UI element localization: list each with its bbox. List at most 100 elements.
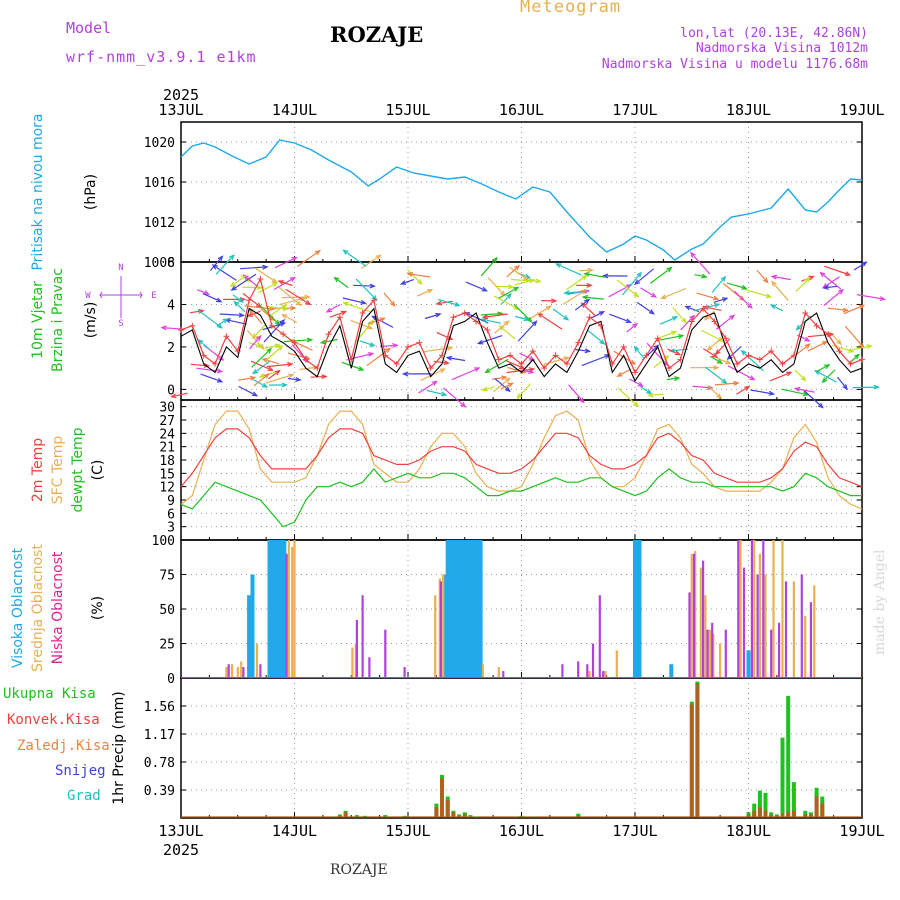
y-tick-label: 100 xyxy=(152,534,175,549)
wind-arrow xyxy=(310,375,327,378)
wind-arrow xyxy=(451,367,480,381)
wind-arrow xyxy=(795,387,815,393)
cloud-bar xyxy=(737,540,740,677)
wind-arrow xyxy=(609,313,631,323)
y-tick-label: 9 xyxy=(167,494,175,509)
wind-arrow xyxy=(209,256,223,271)
wind-arrow-head xyxy=(271,282,279,288)
cloud-bar xyxy=(368,657,371,677)
cloud-bar xyxy=(274,540,279,677)
wind-arrow-head xyxy=(599,339,606,345)
wind-arrow xyxy=(494,378,511,392)
y-tick-label: 0.39 xyxy=(144,784,175,799)
wind-arrow-head xyxy=(406,271,414,277)
wind-gust-marker xyxy=(405,343,411,350)
wind-arrow-head xyxy=(507,382,515,388)
wind-arrow-head xyxy=(325,307,333,313)
wind-arrow xyxy=(617,368,632,377)
wind-arrow-head xyxy=(516,393,523,400)
wind-arrow xyxy=(707,336,724,351)
precip-bar xyxy=(757,790,762,817)
y-tick-label: 1016 xyxy=(144,176,175,191)
wind-arrow-head xyxy=(666,266,673,273)
wind-arrow xyxy=(649,267,672,284)
cloud-bar xyxy=(291,546,294,677)
cloud-bar xyxy=(293,540,296,677)
wind-arrow-head xyxy=(749,375,756,381)
wind-arrow xyxy=(279,297,305,306)
wind-arrow-head xyxy=(583,298,591,305)
wind-arrow xyxy=(509,266,529,281)
wind-arrow xyxy=(465,281,487,292)
wind-arrow-head xyxy=(648,309,656,315)
wind-arrow-head xyxy=(528,369,535,374)
wind-arrow-head xyxy=(474,367,481,373)
wind-arrow xyxy=(492,376,507,380)
wind-gust-marker xyxy=(507,352,514,359)
wind-arrow-head xyxy=(721,378,728,385)
wind-arrow-head xyxy=(369,283,376,289)
cloud-bar xyxy=(231,664,234,677)
wind-arrow xyxy=(171,392,188,398)
cloud-bar xyxy=(586,664,589,677)
wind-arrow-head xyxy=(246,312,254,317)
wind-arrow-head xyxy=(822,284,829,290)
wind-arrow-head xyxy=(785,371,793,377)
wind-arrow-head xyxy=(650,292,658,298)
wind-arrow-head xyxy=(746,302,753,309)
wind-arrow-head xyxy=(216,377,224,383)
wind-gust-marker xyxy=(654,335,661,342)
y-tick-label: 6 xyxy=(167,256,175,271)
cloud-bar xyxy=(442,574,445,677)
wind-arrow xyxy=(815,370,837,383)
wind-arrow-head xyxy=(586,282,593,288)
wind-arrow-head xyxy=(837,288,845,295)
wind-arrow xyxy=(482,386,495,391)
wind-arrow xyxy=(288,377,301,381)
wind-gust-marker xyxy=(302,356,309,363)
wind-arrow-head xyxy=(426,288,434,294)
wind-arrow-head xyxy=(684,305,691,311)
wind-arrow xyxy=(232,294,244,303)
wind-arrow-head xyxy=(866,344,873,350)
wind-arrow-head xyxy=(504,377,511,383)
wind-arrow-head xyxy=(853,353,860,360)
wind-gust-marker xyxy=(427,365,434,372)
wind-arrow xyxy=(581,302,597,317)
wind-arrow-head xyxy=(729,314,736,320)
wind-arrow-head xyxy=(228,254,235,261)
wind-arrow xyxy=(257,282,278,294)
wind-arrow-head xyxy=(217,255,224,262)
wind-arrow-head xyxy=(741,284,748,290)
wind-arrow xyxy=(856,294,885,300)
wind-arrow xyxy=(844,325,865,348)
wind-gust-marker xyxy=(597,322,604,329)
wind-arrow-head xyxy=(563,315,570,321)
precip-legend-label: Konvek.Kisa xyxy=(7,712,100,728)
wind-arrow xyxy=(680,315,695,331)
cloud-bar xyxy=(461,540,466,677)
wind-gust-marker xyxy=(688,318,695,325)
wind-arrow xyxy=(713,297,728,303)
y-tick-label: 12 xyxy=(159,481,175,496)
wind-arrow xyxy=(583,296,604,300)
y-axis-unit: 1hr Precip (mm) xyxy=(111,691,127,804)
wind-arrow-head xyxy=(713,365,720,371)
wind-arrow-head xyxy=(804,343,811,349)
wind-arrow-head xyxy=(528,355,536,361)
wind-arrow xyxy=(714,382,739,386)
wind-gust-marker xyxy=(393,360,400,367)
precip-bar xyxy=(402,815,407,817)
wind-arrow-head xyxy=(261,382,269,388)
wind-gust-marker xyxy=(847,360,854,367)
wind-arrow-head xyxy=(277,344,284,351)
cloud-bar xyxy=(688,592,691,677)
wind-arrow-head xyxy=(492,256,498,263)
wind-arrow xyxy=(281,296,310,299)
cloud-bar xyxy=(704,595,707,677)
precip-bar xyxy=(803,814,808,817)
wind-arrow-head xyxy=(282,306,290,312)
wind-arrow xyxy=(248,307,263,324)
wind-arrow xyxy=(482,318,501,324)
y-axis-unit: (C) xyxy=(90,460,106,481)
